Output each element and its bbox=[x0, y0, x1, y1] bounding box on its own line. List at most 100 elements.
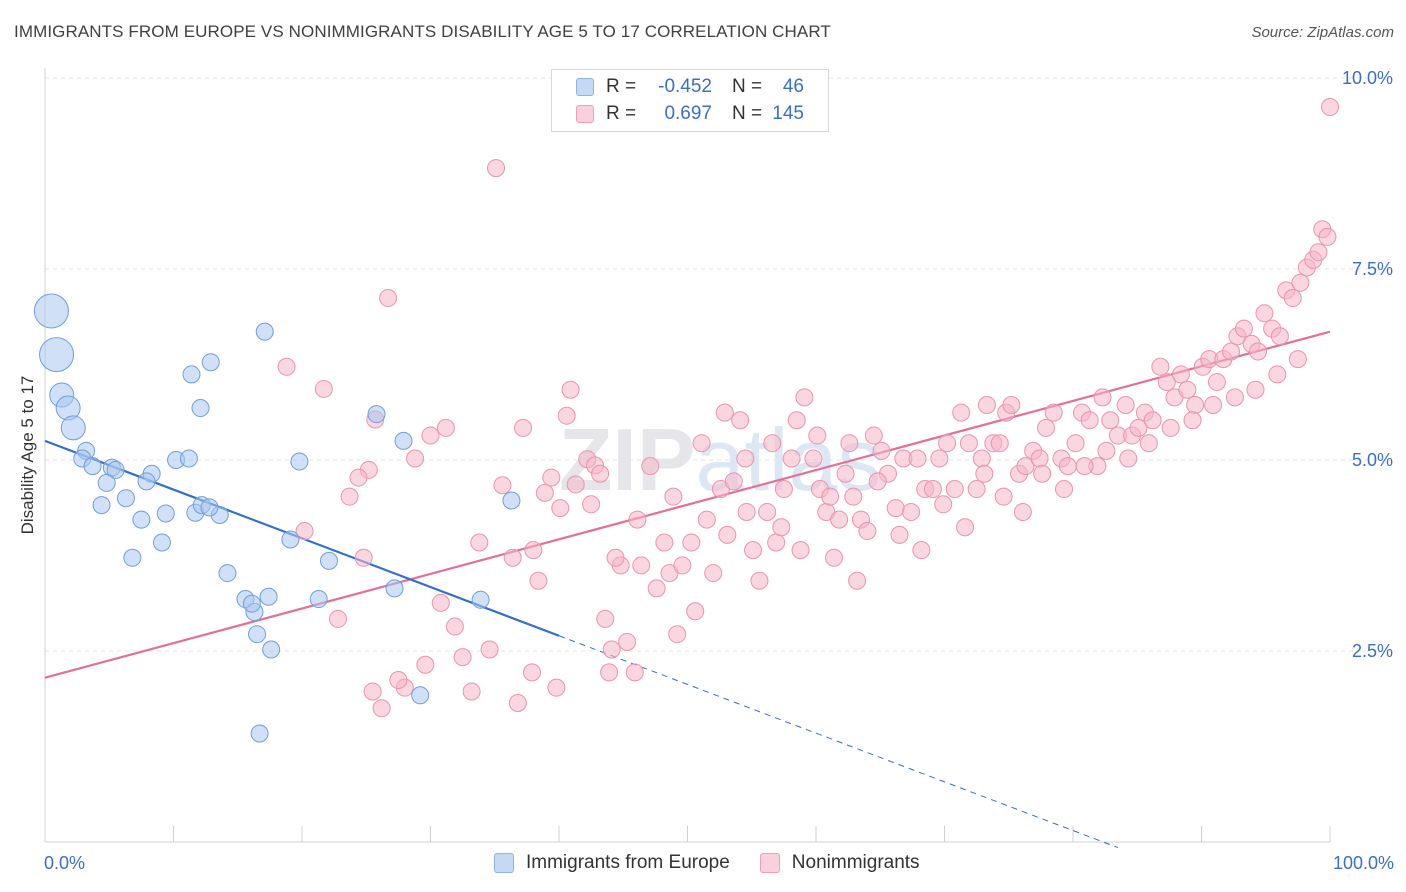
data-point bbox=[840, 434, 859, 453]
data-point bbox=[1139, 434, 1158, 453]
data-point bbox=[744, 541, 763, 560]
data-point bbox=[791, 541, 810, 560]
data-point bbox=[542, 468, 561, 487]
legend-row-europe: R = -0.452 N = 46 bbox=[576, 75, 804, 99]
data-point bbox=[529, 571, 548, 590]
data-point bbox=[503, 548, 522, 567]
data-point bbox=[379, 289, 398, 308]
trend-line-nonimmigrants bbox=[44, 330, 1331, 679]
data-point bbox=[524, 541, 543, 560]
data-point bbox=[1097, 441, 1116, 460]
data-point bbox=[1270, 327, 1289, 346]
data-point bbox=[547, 678, 566, 697]
grid-lines bbox=[45, 77, 1390, 652]
data-point bbox=[281, 530, 300, 549]
data-point bbox=[618, 632, 637, 651]
data-point bbox=[1255, 304, 1274, 323]
data-point bbox=[557, 406, 576, 425]
data-point bbox=[967, 480, 986, 499]
data-point bbox=[218, 564, 237, 583]
data-point bbox=[1234, 319, 1253, 338]
data-point bbox=[1268, 365, 1287, 384]
data-point bbox=[1075, 457, 1094, 476]
data-point bbox=[750, 571, 769, 590]
data-point bbox=[1183, 411, 1202, 430]
data-point bbox=[668, 625, 687, 644]
data-point bbox=[1225, 388, 1244, 407]
legend-item-europe[interactable]: Immigrants from Europe bbox=[494, 852, 730, 874]
data-point bbox=[1204, 395, 1223, 414]
series-legend: Immigrants from Europe Nonimmigrants bbox=[494, 852, 950, 874]
data-point bbox=[250, 724, 269, 743]
legend-r-label: R = bbox=[606, 103, 637, 124]
data-point bbox=[480, 640, 499, 659]
data-point bbox=[385, 579, 404, 598]
data-point bbox=[938, 434, 957, 453]
data-point bbox=[1030, 449, 1049, 468]
data-point bbox=[1033, 464, 1052, 483]
data-point bbox=[363, 682, 382, 701]
legend-swatch-nonimmigrants bbox=[576, 105, 594, 123]
x-tick-label-min: 0.0% bbox=[44, 853, 86, 873]
data-point bbox=[758, 502, 777, 521]
data-point bbox=[487, 159, 506, 178]
y-axis-label: Disability Age 5 to 17 bbox=[18, 375, 37, 535]
data-point bbox=[600, 663, 619, 682]
data-point bbox=[632, 556, 651, 575]
data-point bbox=[551, 499, 570, 518]
data-point bbox=[97, 473, 116, 492]
data-point bbox=[191, 399, 210, 418]
data-point bbox=[718, 525, 737, 544]
data-point bbox=[493, 476, 512, 495]
data-point bbox=[262, 640, 281, 659]
data-point bbox=[394, 431, 413, 450]
data-point bbox=[956, 518, 975, 537]
data-point bbox=[596, 609, 615, 628]
data-point bbox=[647, 579, 666, 598]
data-point bbox=[923, 480, 942, 499]
data-point bbox=[470, 533, 489, 552]
data-point bbox=[1291, 273, 1310, 292]
data-point bbox=[772, 518, 791, 537]
data-point bbox=[508, 693, 527, 712]
data-point bbox=[319, 551, 338, 570]
data-point bbox=[858, 522, 877, 541]
data-point bbox=[406, 449, 425, 468]
data-point bbox=[290, 452, 309, 471]
data-point bbox=[295, 522, 314, 541]
data-point bbox=[673, 556, 692, 575]
data-point bbox=[868, 472, 887, 491]
data-point bbox=[60, 415, 86, 441]
data-point bbox=[259, 587, 278, 606]
data-point bbox=[1309, 243, 1328, 262]
data-point bbox=[1283, 289, 1302, 308]
data-point bbox=[200, 498, 219, 517]
data-point bbox=[606, 548, 625, 567]
data-point bbox=[39, 337, 75, 373]
legend-swatch-europe bbox=[494, 853, 514, 873]
data-point bbox=[848, 571, 867, 590]
data-point bbox=[1321, 98, 1339, 117]
data-point bbox=[664, 487, 683, 506]
data-point bbox=[137, 472, 156, 491]
data-point bbox=[1080, 411, 1099, 430]
data-point bbox=[33, 293, 69, 329]
legend-n-value: 145 bbox=[772, 103, 804, 124]
data-point bbox=[959, 434, 978, 453]
data-point bbox=[804, 449, 823, 468]
data-point bbox=[724, 472, 743, 491]
data-point bbox=[445, 617, 464, 636]
data-point bbox=[682, 533, 701, 552]
legend-swatch-europe bbox=[576, 78, 594, 96]
data-point bbox=[1066, 434, 1085, 453]
data-point bbox=[697, 510, 716, 529]
legend-r-value: 0.697 bbox=[664, 103, 712, 124]
data-point bbox=[602, 640, 621, 659]
data-point bbox=[277, 357, 296, 376]
data-point bbox=[340, 487, 359, 506]
legend-item-nonimmigrants[interactable]: Nonimmigrants bbox=[759, 852, 920, 874]
y-tick-label: 5.0% bbox=[1352, 450, 1393, 470]
data-point bbox=[1151, 357, 1170, 376]
data-point bbox=[591, 464, 610, 483]
